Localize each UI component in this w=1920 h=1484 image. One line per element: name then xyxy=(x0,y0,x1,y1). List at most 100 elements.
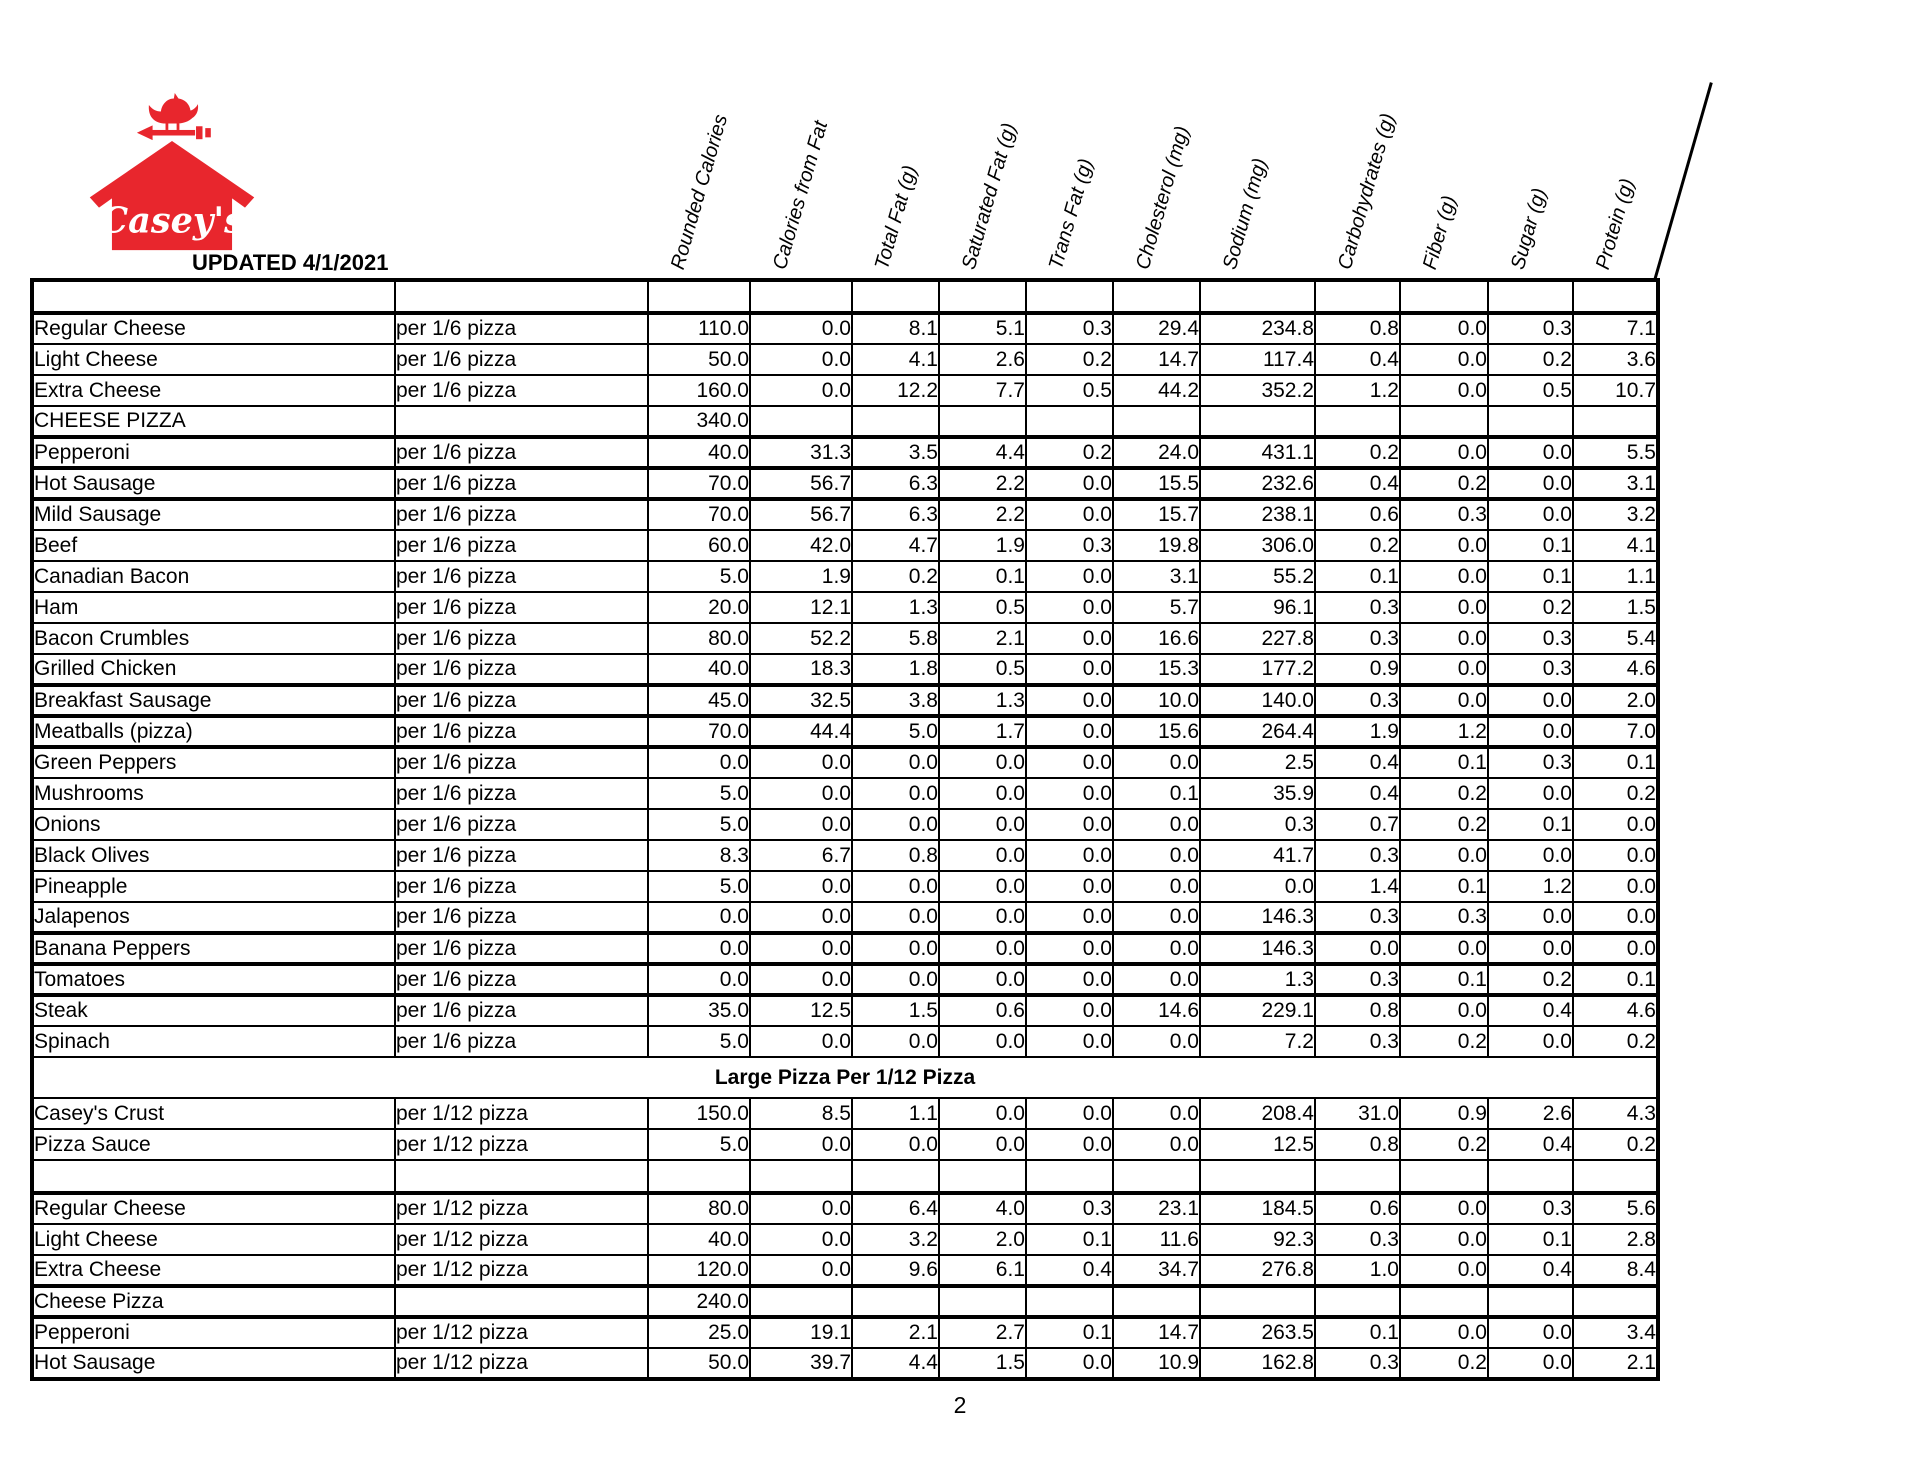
value-cell: 70.0 xyxy=(647,498,751,531)
item-name-cell: Light Cheese xyxy=(31,1223,396,1256)
value-cell: 0.0 xyxy=(851,746,940,779)
value-cell: 0.9 xyxy=(1399,1097,1489,1130)
value-cell: 0.5 xyxy=(938,591,1027,624)
value-cell: 20.0 xyxy=(647,591,751,624)
value-cell: 0.0 xyxy=(1572,839,1659,872)
item-name-cell: Meatballs (pizza) xyxy=(31,715,396,749)
value-cell: 0.0 xyxy=(1487,1316,1574,1349)
value-cell: 0.0 xyxy=(851,963,940,997)
serving-size-cell: per 1/12 pizza xyxy=(394,1347,649,1380)
value-cell: 0.0 xyxy=(1572,932,1659,966)
table-row: Extra Cheese per 1/6 pizza 160.0 0.0 12.2 7.7… xyxy=(31,374,1659,407)
value-cell: 0.1 xyxy=(1025,1223,1114,1256)
serving-size-cell xyxy=(394,405,649,439)
serving-size-cell: per 1/6 pizza xyxy=(394,529,649,562)
table-row: Casey's Crust per 1/12 pizza 150.0 8.5 1.1 0.… xyxy=(31,1097,1659,1130)
item-name-cell: Onions xyxy=(31,808,396,841)
value-cell: 0.0 xyxy=(1487,777,1574,810)
value-cell: 1.2 xyxy=(1399,715,1489,749)
value-cell xyxy=(1572,405,1659,439)
value-cell: 0.0 xyxy=(1112,932,1201,966)
value-cell: 0.0 xyxy=(749,963,853,997)
value-cell: 1.3 xyxy=(1199,963,1316,997)
serving-size-cell: per 1/6 pizza xyxy=(394,1025,649,1058)
value-cell: 0.0 xyxy=(1399,436,1489,470)
value-cell: 5.0 xyxy=(851,715,940,749)
value-cell: 0.0 xyxy=(1487,1347,1574,1380)
value-cell: 0.0 xyxy=(1025,622,1114,655)
serving-size-cell: per 1/6 pizza xyxy=(394,498,649,531)
value-cell: 0.1 xyxy=(1399,870,1489,903)
rooster-weathervane-icon xyxy=(136,93,211,141)
value-cell: 40.0 xyxy=(647,653,751,687)
table-row: Regular Cheese per 1/6 pizza 110.0 0.0 8.1 5.… xyxy=(31,312,1659,345)
serving-size-cell: per 1/12 pizza xyxy=(394,1128,649,1161)
value-cell xyxy=(1399,1285,1489,1319)
item-name-cell: Green Peppers xyxy=(31,746,396,779)
value-cell xyxy=(1199,1159,1316,1195)
value-cell: 0.2 xyxy=(1399,1025,1489,1058)
value-cell xyxy=(1199,279,1316,315)
item-name-cell: Steak xyxy=(31,994,396,1027)
value-cell xyxy=(851,279,940,315)
value-cell: 0.0 xyxy=(1399,684,1489,718)
value-cell: 0.3 xyxy=(1487,1192,1574,1225)
value-cell: 238.1 xyxy=(1199,498,1316,531)
value-cell xyxy=(1112,1285,1201,1319)
value-cell: 1.3 xyxy=(938,684,1027,718)
value-cell: 0.5 xyxy=(1487,374,1574,407)
value-cell: 0.3 xyxy=(1025,529,1114,562)
value-cell xyxy=(1025,279,1114,315)
value-cell: 1.3 xyxy=(851,591,940,624)
column-header-label: Total Fat (g) xyxy=(870,162,922,272)
value-cell: 5.0 xyxy=(647,1025,751,1058)
value-cell: 0.0 xyxy=(1025,1097,1114,1130)
table-row: Hot Sausage per 1/6 pizza 70.0 56.7 6.3 2.2 0.… xyxy=(31,467,1659,501)
value-cell: 0.1 xyxy=(1572,746,1659,779)
value-cell: 0.7 xyxy=(1314,808,1401,841)
value-cell: 0.0 xyxy=(938,777,1027,810)
value-cell: 2.5 xyxy=(1199,746,1316,779)
value-cell: 0.4 xyxy=(1487,994,1574,1027)
serving-size-cell: per 1/6 pizza xyxy=(394,963,649,997)
value-cell: 0.4 xyxy=(1025,1254,1114,1288)
value-cell: 80.0 xyxy=(647,1192,751,1225)
serving-size-cell: per 1/6 pizza xyxy=(394,653,649,687)
value-cell: 0.2 xyxy=(1399,467,1489,501)
value-cell: 240.0 xyxy=(647,1285,751,1319)
column-header-label: Trans Fat (g) xyxy=(1044,156,1098,272)
value-cell: 0.0 xyxy=(749,312,853,345)
value-cell: 0.0 xyxy=(1025,746,1114,779)
value-cell: 0.0 xyxy=(749,1223,853,1256)
value-cell: 0.0 xyxy=(1025,1128,1114,1161)
item-name-cell xyxy=(31,279,396,315)
value-cell: 0.3 xyxy=(1314,1347,1401,1380)
table-row: Mushrooms per 1/6 pizza 5.0 0.0 0.0 0.0 0.0 0.1… xyxy=(31,777,1659,810)
serving-size-cell: per 1/12 pizza xyxy=(394,1192,649,1225)
serving-size-cell: per 1/6 pizza xyxy=(394,467,649,501)
value-cell: 0.0 xyxy=(1487,467,1574,501)
item-name-cell: Pepperoni xyxy=(31,1316,396,1349)
value-cell: 0.0 xyxy=(938,870,1027,903)
value-cell: 160.0 xyxy=(647,374,751,407)
value-cell: 0.3 xyxy=(1314,963,1401,997)
value-cell: 8.3 xyxy=(647,839,751,872)
serving-size-cell: per 1/6 pizza xyxy=(394,684,649,718)
value-cell: 0.4 xyxy=(1487,1254,1574,1288)
value-cell: 1.5 xyxy=(851,994,940,1027)
value-cell: 0.0 xyxy=(749,932,853,966)
value-cell: 0.3 xyxy=(1314,901,1401,935)
item-name-cell: Bacon Crumbles xyxy=(31,622,396,655)
column-header-label: Cholesterol (mg) xyxy=(1131,123,1194,272)
value-cell: 0.0 xyxy=(938,746,1027,779)
value-cell xyxy=(647,279,751,315)
value-cell: 0.0 xyxy=(749,746,853,779)
serving-size-cell: per 1/6 pizza xyxy=(394,715,649,749)
value-cell: 0.3 xyxy=(1314,1025,1401,1058)
value-cell: 0.2 xyxy=(1487,591,1574,624)
value-cell: 0.2 xyxy=(851,560,940,593)
value-cell: 0.0 xyxy=(749,374,853,407)
value-cell: 6.3 xyxy=(851,467,940,501)
value-cell: 0.0 xyxy=(1025,901,1114,935)
serving-size-cell: per 1/6 pizza xyxy=(394,994,649,1027)
